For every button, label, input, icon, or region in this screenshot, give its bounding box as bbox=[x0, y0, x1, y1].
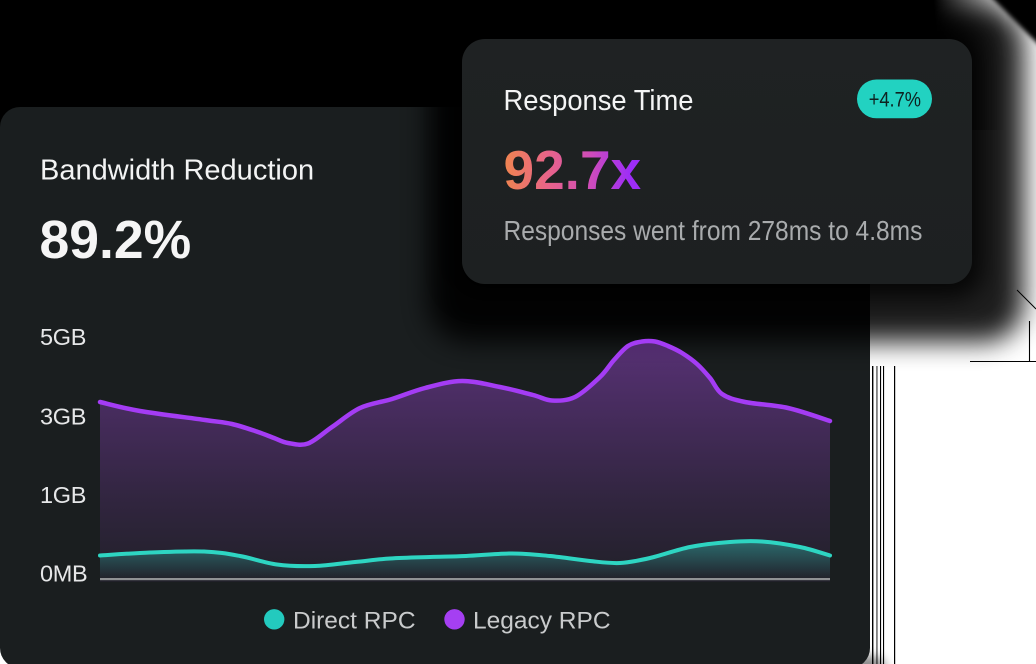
svg-text:Direct RPC: Direct RPC bbox=[293, 608, 416, 635]
svg-text:92.7x: 92.7x bbox=[504, 139, 642, 201]
svg-text:89.2%: 89.2% bbox=[40, 211, 192, 270]
svg-text:3GB: 3GB bbox=[40, 403, 86, 429]
svg-text:+4.7%: +4.7% bbox=[869, 88, 922, 112]
svg-text:Response Time: Response Time bbox=[504, 84, 694, 116]
svg-text:0MB: 0MB bbox=[40, 561, 87, 587]
svg-text:Legacy RPC: Legacy RPC bbox=[473, 608, 611, 635]
svg-text:Responses went from 278ms to 4: Responses went from 278ms to 4.8ms bbox=[504, 215, 923, 247]
svg-text:1GB: 1GB bbox=[40, 482, 86, 508]
svg-text:Bandwidth Reduction: Bandwidth Reduction bbox=[40, 154, 314, 186]
svg-text:5GB: 5GB bbox=[40, 324, 86, 350]
